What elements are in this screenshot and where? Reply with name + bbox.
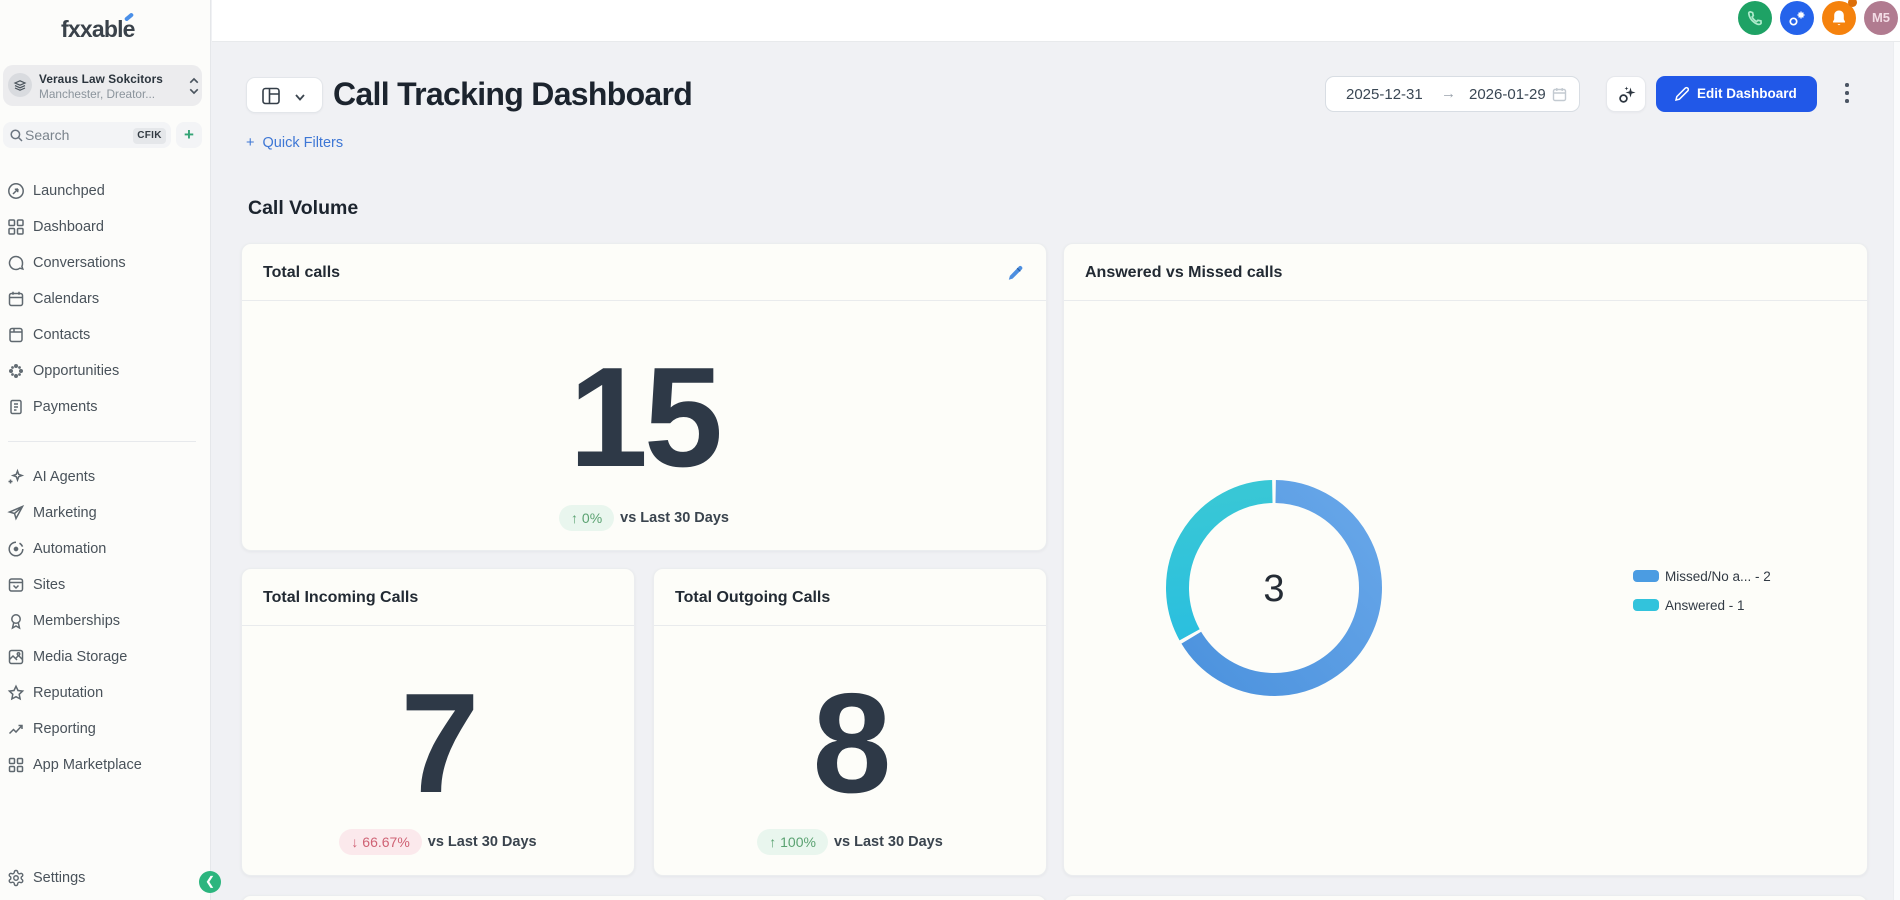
svg-text:3: 3 (1263, 568, 1284, 610)
